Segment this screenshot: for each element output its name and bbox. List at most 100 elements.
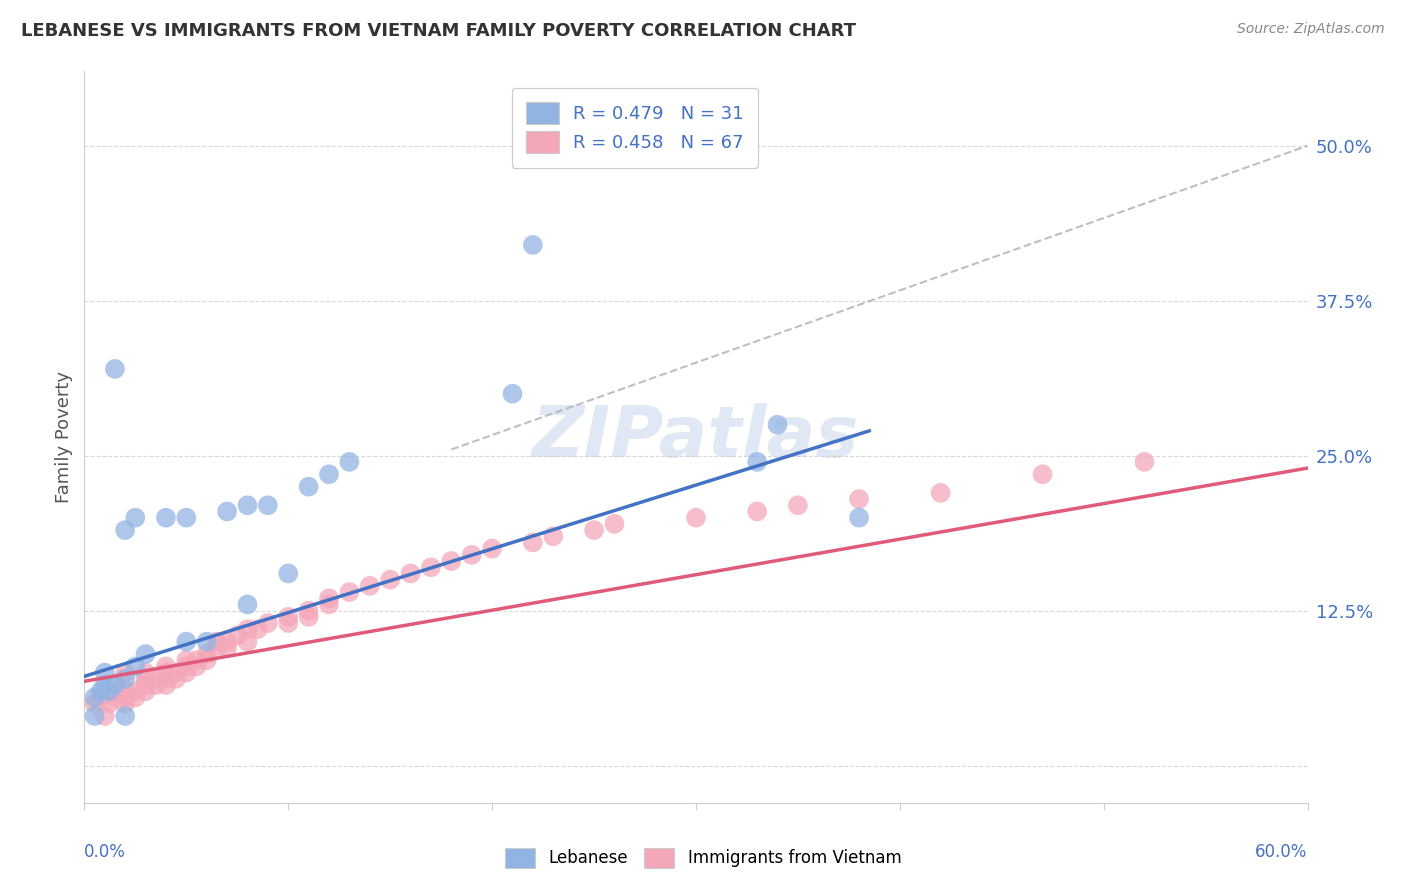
Point	[155, 665, 177, 680]
Point	[236, 634, 259, 648]
Point	[848, 491, 870, 506]
Point	[236, 622, 259, 636]
Point	[501, 386, 523, 401]
Point	[747, 455, 769, 469]
Point	[155, 678, 177, 692]
Text: 0.0%: 0.0%	[84, 843, 127, 861]
Point	[114, 684, 136, 698]
Point	[114, 709, 136, 723]
Point	[257, 615, 280, 630]
Point	[124, 510, 146, 524]
Point	[135, 647, 157, 661]
Point	[135, 684, 157, 698]
Point	[135, 665, 157, 680]
Point	[257, 498, 280, 512]
Point	[165, 665, 187, 680]
Point	[205, 634, 228, 648]
Point	[104, 362, 127, 376]
Point	[226, 628, 249, 642]
Point	[155, 659, 177, 673]
Point	[543, 529, 565, 543]
Point	[83, 697, 105, 711]
Point	[848, 510, 870, 524]
Point	[195, 634, 218, 648]
Point	[97, 697, 120, 711]
Point	[380, 573, 402, 587]
Point	[83, 690, 105, 705]
Point	[93, 678, 115, 692]
Point	[318, 467, 340, 482]
Point	[83, 709, 105, 723]
Point	[603, 516, 626, 531]
Point	[522, 535, 544, 549]
Point	[155, 510, 177, 524]
Point	[93, 665, 115, 680]
Point	[339, 455, 360, 469]
Point	[104, 690, 127, 705]
Point	[318, 598, 340, 612]
Y-axis label: Family Poverty: Family Poverty	[55, 371, 73, 503]
Point	[787, 498, 810, 512]
Point	[174, 510, 197, 524]
Point	[298, 610, 321, 624]
Text: Source: ZipAtlas.com: Source: ZipAtlas.com	[1237, 22, 1385, 37]
Point	[582, 523, 605, 537]
Point	[104, 678, 127, 692]
Point	[1133, 455, 1156, 469]
Point	[298, 604, 321, 618]
Point	[217, 634, 239, 648]
Point	[277, 566, 299, 581]
Point	[93, 709, 115, 723]
Point	[277, 610, 299, 624]
Point	[114, 665, 136, 680]
Point	[440, 554, 463, 568]
Point	[339, 585, 360, 599]
Point	[1032, 467, 1054, 482]
Point	[747, 504, 769, 518]
Point	[104, 684, 127, 698]
Point	[195, 647, 218, 661]
Point	[318, 591, 340, 606]
Text: ZIPatlas: ZIPatlas	[533, 402, 859, 472]
Point	[174, 653, 197, 667]
Point	[135, 672, 157, 686]
Point	[685, 510, 707, 524]
Point	[114, 697, 136, 711]
Point	[236, 598, 259, 612]
Point	[217, 504, 239, 518]
Point	[104, 678, 127, 692]
Point	[205, 640, 228, 655]
Point	[114, 690, 136, 705]
Point	[277, 615, 299, 630]
Point	[461, 548, 484, 562]
Point	[97, 684, 120, 698]
Point	[186, 653, 208, 667]
Point	[145, 678, 167, 692]
Point	[174, 659, 197, 673]
Point	[114, 672, 136, 686]
Point	[186, 659, 208, 673]
Point	[90, 684, 112, 698]
Point	[114, 523, 136, 537]
Point	[174, 665, 197, 680]
Point	[236, 498, 259, 512]
Point	[522, 238, 544, 252]
Point	[929, 486, 952, 500]
Point	[155, 672, 177, 686]
Point	[174, 634, 197, 648]
Legend: R = 0.479   N = 31, R = 0.458   N = 67: R = 0.479 N = 31, R = 0.458 N = 67	[512, 87, 758, 168]
Text: 60.0%: 60.0%	[1256, 843, 1308, 861]
Point	[481, 541, 503, 556]
Point	[124, 690, 146, 705]
Point	[420, 560, 443, 574]
Point	[359, 579, 381, 593]
Point	[124, 684, 146, 698]
Point	[93, 684, 115, 698]
Point	[246, 622, 269, 636]
Point	[135, 678, 157, 692]
Point	[145, 672, 167, 686]
Legend: Lebanese, Immigrants from Vietnam: Lebanese, Immigrants from Vietnam	[498, 841, 908, 875]
Point	[165, 672, 187, 686]
Point	[217, 640, 239, 655]
Point	[124, 659, 146, 673]
